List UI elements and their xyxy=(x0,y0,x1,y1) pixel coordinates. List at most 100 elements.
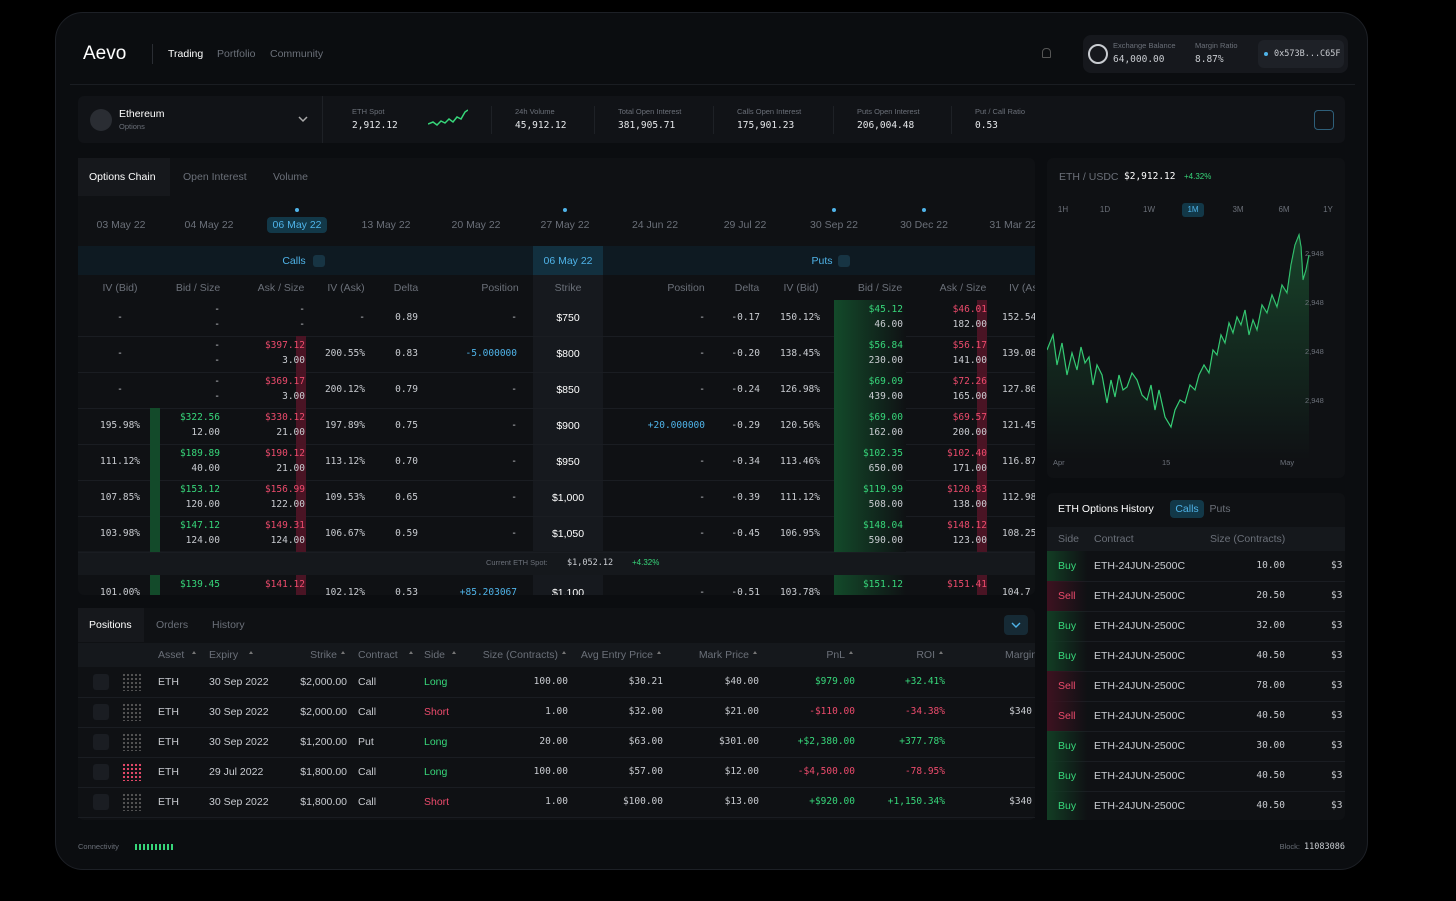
expiry-date[interactable]: 04 May 22 xyxy=(184,219,234,231)
close-button[interactable] xyxy=(93,734,109,750)
depth-bar xyxy=(150,516,160,552)
close-button[interactable] xyxy=(93,674,109,690)
positions-tab[interactable]: Positions xyxy=(89,619,132,631)
strike: $800 xyxy=(556,348,580,360)
size: 78.00 xyxy=(1256,680,1285,691)
clip-region: Asset Expiry Strike Contract Side Size (Contr… xyxy=(78,643,1035,820)
position-cell: Call xyxy=(358,796,377,808)
wallet-box[interactable] xyxy=(1258,40,1344,68)
expiry-date[interactable]: 20 May 22 xyxy=(451,219,501,231)
pair: ETH / USDC xyxy=(1059,171,1119,183)
range-button[interactable]: 1Y xyxy=(1323,205,1333,214)
price-cell: - xyxy=(214,304,220,315)
asset-name[interactable]: Ethereum xyxy=(119,108,165,120)
nav-link[interactable]: Community xyxy=(270,48,324,60)
column-header[interactable]: PnL xyxy=(826,649,845,661)
expiry-date[interactable]: 29 Jul 22 xyxy=(723,219,767,231)
change: +4.32% xyxy=(1184,172,1212,181)
column-header[interactable]: Expiry xyxy=(209,649,239,661)
column-header: Side xyxy=(1058,533,1080,545)
layout-toggle[interactable] xyxy=(1314,110,1334,130)
iv-bid: 103.98% xyxy=(99,528,141,539)
depth-bar xyxy=(834,336,906,372)
position-cell: $40.00 xyxy=(724,676,759,687)
expiry-date[interactable]: 06 May 22 xyxy=(272,219,322,231)
price: $3 xyxy=(1331,800,1343,811)
close-button[interactable] xyxy=(93,794,109,810)
nav-link[interactable]: Trading xyxy=(168,48,204,60)
drag-handle[interactable] xyxy=(122,733,142,751)
column-header[interactable]: Side xyxy=(424,649,446,661)
price-cell: $151.12 xyxy=(862,579,903,590)
expiry-date[interactable]: 27 May 22 xyxy=(540,219,590,231)
history-tab[interactable]: Calls xyxy=(1175,503,1199,515)
bell-icon[interactable] xyxy=(1042,48,1051,58)
row-separator xyxy=(78,552,1035,553)
positions-tab[interactable]: Orders xyxy=(156,619,189,631)
drag-handle[interactable] xyxy=(122,763,142,781)
column-header[interactable]: Asset xyxy=(158,649,185,661)
chain-tab[interactable]: Options Chain xyxy=(89,171,156,183)
range-button[interactable]: 1D xyxy=(1099,205,1111,214)
iv-ask: 197.89% xyxy=(324,420,365,431)
size-cell: - xyxy=(214,355,220,366)
column-header[interactable]: Mark Price xyxy=(698,649,749,661)
date-dot xyxy=(922,208,926,212)
expiry-date[interactable]: 30 Sep 22 xyxy=(810,219,858,231)
column-header[interactable]: Strike xyxy=(310,649,337,661)
size-cell: 439.00 xyxy=(868,391,903,402)
contract: ETH-24JUN-2500C xyxy=(1094,590,1186,602)
range-button[interactable]: 1H xyxy=(1057,205,1069,214)
iv-bid: 195.98% xyxy=(99,420,141,431)
column-header[interactable]: Size (Contracts) xyxy=(482,649,558,661)
price: $2,912.12 xyxy=(1124,171,1176,182)
drag-handle[interactable] xyxy=(122,793,142,811)
position-cell: $12.00 xyxy=(724,766,759,777)
strike: $750 xyxy=(556,312,580,324)
size-cell: 508.00 xyxy=(868,499,903,510)
chain-tab[interactable]: Volume xyxy=(273,171,309,183)
expiry-date[interactable]: 03 May 22 xyxy=(96,219,146,231)
range-button[interactable]: 1W xyxy=(1143,205,1155,214)
column-header[interactable]: Contract xyxy=(358,649,398,661)
date-dot xyxy=(832,208,836,212)
position-cell: Short xyxy=(424,796,450,808)
expiry-date[interactable]: 31 Mar 22 xyxy=(989,219,1035,231)
expiry-date[interactable]: 24 Jun 22 xyxy=(631,219,679,231)
y-axis-label: 2,948 xyxy=(1305,249,1324,258)
depth-bar xyxy=(834,300,906,336)
column-header[interactable]: ROI xyxy=(916,649,935,661)
position: - xyxy=(511,420,517,431)
depth-bar xyxy=(150,408,160,444)
range-button[interactable]: 3M xyxy=(1232,205,1244,214)
row-separator xyxy=(78,787,1035,788)
drag-handle[interactable] xyxy=(122,673,142,691)
price: $3 xyxy=(1331,770,1343,781)
side-tint xyxy=(1047,731,1087,761)
price-cell: - xyxy=(214,340,220,351)
y-axis-label: 2,948 xyxy=(1305,298,1324,307)
delta: 0.53 xyxy=(395,587,418,595)
nav-link[interactable]: Portfolio xyxy=(217,48,256,60)
position-cell: $301.00 xyxy=(718,736,759,747)
drag-handle[interactable] xyxy=(122,703,142,721)
expiry-date[interactable]: 13 May 22 xyxy=(361,219,411,231)
date-dot xyxy=(295,208,299,212)
range-button[interactable]: 6M xyxy=(1278,205,1290,214)
close-button[interactable] xyxy=(93,764,109,780)
stat-value: 381,905.71 xyxy=(618,120,676,131)
position-cell: $1,200.00 xyxy=(300,736,347,748)
history-tab[interactable]: Puts xyxy=(1209,503,1231,515)
range-button[interactable]: 1M xyxy=(1187,205,1199,214)
collapse-button[interactable] xyxy=(1004,615,1028,635)
column-header[interactable]: Margin xyxy=(1005,649,1035,661)
column-header[interactable]: Avg Entry Price xyxy=(580,649,653,661)
expiry-date[interactable]: 30 Dec 22 xyxy=(900,219,948,231)
close-button[interactable] xyxy=(93,704,109,720)
wallet-address[interactable]: 0x573B...C65F xyxy=(1274,49,1341,59)
chain-tab[interactable]: Open Interest xyxy=(183,171,247,183)
positions-tab[interactable]: History xyxy=(212,619,245,631)
sort-icon xyxy=(657,651,661,654)
chevron[interactable] xyxy=(296,114,310,124)
